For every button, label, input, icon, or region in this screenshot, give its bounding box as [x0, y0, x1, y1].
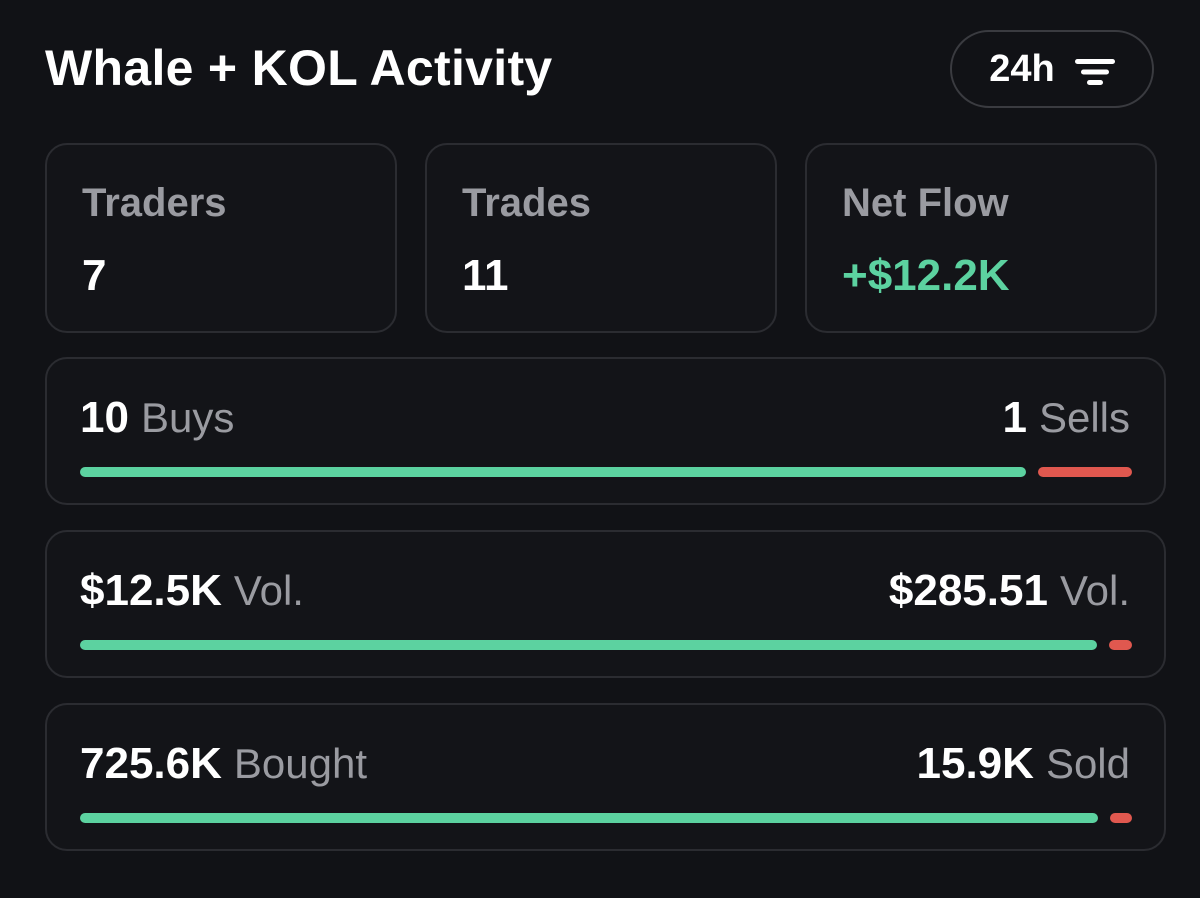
sells-count: 1: [1002, 393, 1027, 442]
stat-label: Traders: [82, 181, 227, 225]
sold-summary: 15.9K Sold: [917, 739, 1130, 789]
buys-summary: 10 Buys: [80, 393, 234, 443]
sell-volume-value: $285.51: [888, 566, 1048, 615]
period-label: 24h: [989, 47, 1055, 90]
bought-bar: [80, 813, 1098, 823]
period-filter-button[interactable]: 24h: [950, 30, 1154, 108]
stat-value: 7: [82, 251, 107, 300]
buys-count: 10: [80, 393, 129, 442]
bought-sold-row: 725.6K Bought 15.9K Sold: [45, 703, 1166, 851]
buy-volume-bar: [80, 640, 1097, 650]
buy-ratio-bar: [80, 467, 1026, 477]
sold-amount: 15.9K: [916, 739, 1034, 788]
stat-card-traders: Traders 7: [45, 143, 397, 333]
bought-amount: 725.6K: [80, 739, 222, 788]
filter-icon: [1074, 54, 1115, 85]
sell-volume-bar: [1109, 640, 1132, 650]
page-title: Whale + KOL Activity: [45, 40, 553, 96]
sells-summary: 1 Sells: [1002, 393, 1130, 443]
bought-label: Bought: [233, 740, 368, 787]
buy-volume-label: Vol.: [233, 567, 304, 614]
stat-card-trades: Trades 11: [425, 143, 777, 333]
buys-sells-row: 10 Buys 1 Sells: [45, 357, 1166, 505]
sells-label: Sells: [1038, 394, 1130, 441]
volume-row: $12.5K Vol. $285.51 Vol.: [45, 530, 1166, 678]
sold-label: Sold: [1045, 740, 1130, 787]
bought-summary: 725.6K Bought: [80, 739, 367, 789]
sold-bar: [1110, 813, 1132, 823]
sell-volume-summary: $285.51 Vol.: [889, 566, 1130, 616]
stat-label: Net Flow: [842, 181, 1009, 225]
stat-card-net-flow: Net Flow +$12.2K: [805, 143, 1157, 333]
sell-ratio-bar: [1038, 467, 1132, 477]
buys-label: Buys: [140, 394, 235, 441]
stat-value: 11: [462, 251, 509, 300]
stat-label: Trades: [462, 181, 591, 225]
sell-volume-label: Vol.: [1059, 567, 1130, 614]
stat-value: +$12.2K: [842, 251, 1010, 300]
buy-volume-summary: $12.5K Vol.: [80, 566, 304, 616]
buy-volume-value: $12.5K: [80, 566, 222, 615]
